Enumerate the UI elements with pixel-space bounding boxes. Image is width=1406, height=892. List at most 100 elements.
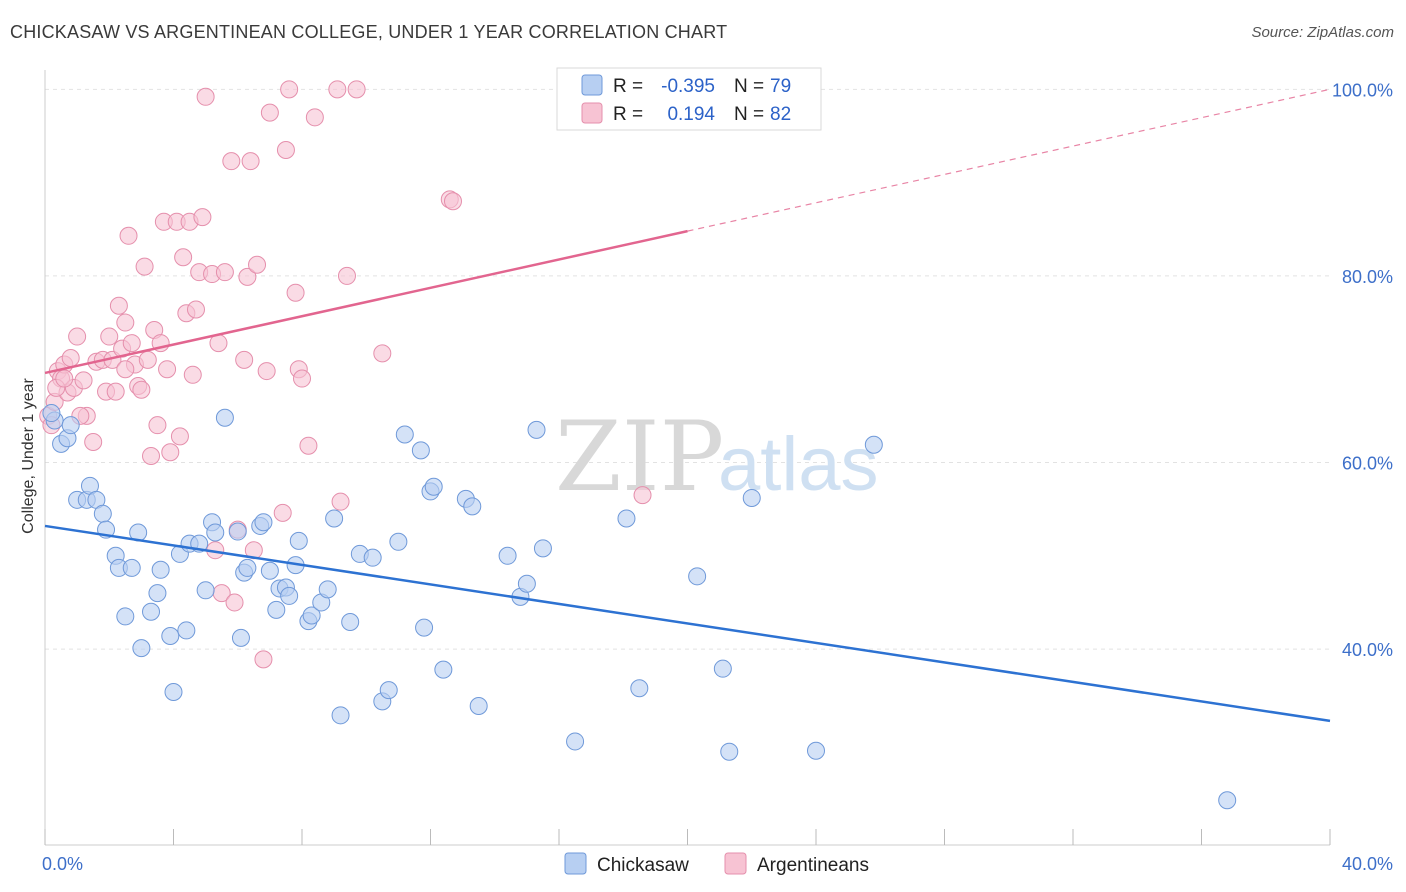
bottom-legend-label-argentineans: Argentineans [757, 855, 869, 876]
chickasaw-point [93, 504, 112, 523]
argentineans-points [39, 80, 652, 669]
argentineans-point [337, 266, 356, 285]
chickasaw-point [164, 683, 183, 701]
chickasaw-point [142, 602, 161, 621]
argentineans-point [276, 140, 295, 159]
chickasaw-point [280, 586, 299, 605]
argentineans-point [161, 443, 180, 462]
chickasaw-point [415, 618, 434, 637]
chickasaw-point [527, 420, 546, 439]
chickasaw-point [177, 621, 196, 640]
chickasaw-point [148, 584, 167, 603]
x-tick-label: 40.0% [1342, 854, 1393, 874]
argentineans-point [68, 327, 87, 346]
chickasaw-point [161, 627, 180, 646]
argentineans-point [119, 226, 138, 245]
argentineans-point [373, 344, 392, 363]
legend-r-label: R = [613, 104, 643, 125]
argentineans-point [248, 255, 267, 274]
argentineans-point [100, 327, 119, 346]
chickasaw-point [122, 558, 141, 577]
chickasaw-point [42, 404, 61, 423]
chickasaw-point [1218, 791, 1237, 810]
x-tick-labels: 0.0% 40.0% [42, 854, 1393, 874]
argentineans-point [257, 362, 276, 381]
argentineans-point [170, 427, 189, 446]
chickasaw-point [411, 441, 430, 460]
y-tick-labels: 40.0% 60.0% 80.0% 100.0% [1332, 80, 1393, 660]
correlation-legend: R = -0.395 N = 79 R = 0.194 N = 82 [556, 67, 822, 131]
source-credit: Source: ZipAtlas.com [1251, 24, 1394, 41]
chickasaw-point [363, 548, 382, 567]
argentineans-point [443, 192, 462, 211]
legend-n-label: N = [734, 104, 764, 125]
argentineans-point [61, 349, 80, 368]
chickasaw-point [341, 613, 360, 632]
argentineans-point [347, 80, 366, 99]
chickasaw-point [533, 539, 552, 558]
argentineans-point [254, 650, 273, 669]
chickasaw-point [720, 742, 739, 761]
legend-r-label: R = [613, 76, 643, 97]
chickasaw-point [688, 567, 707, 586]
argentineans-point [142, 446, 161, 465]
argentineans-point [633, 486, 652, 505]
argentineans-point [186, 300, 205, 319]
chickasaw-point [215, 408, 234, 427]
argentineans-point [331, 492, 350, 511]
argentineans-point [299, 436, 318, 455]
argentineans-point [74, 371, 93, 390]
chickasaw-point [566, 732, 585, 751]
argentineans-point [235, 350, 254, 369]
x-tick-label: 0.0% [42, 854, 83, 874]
argentineans-point [280, 80, 299, 99]
chickasaw-point [742, 488, 761, 507]
chickasaw-point [424, 477, 443, 496]
argentineans-point [84, 432, 103, 451]
chickasaw-point [807, 741, 825, 760]
argentineans-point [222, 152, 241, 171]
bottom-legend-label-chickasaw: Chickasaw [597, 855, 689, 876]
argentineans-point [55, 369, 74, 388]
chickasaw-point [289, 531, 308, 550]
y-tick-label: 80.0% [1342, 267, 1393, 287]
chickasaw-point [713, 659, 732, 678]
argentineans-point [193, 208, 212, 227]
chickasaw-point [331, 706, 350, 725]
bottom-legend-swatch-argentineans [724, 852, 747, 875]
argentineans-point [225, 593, 244, 612]
chart-title: CHICKASAW VS ARGENTINEAN COLLEGE, UNDER … [10, 22, 728, 42]
argentineans-point [215, 263, 234, 282]
axes [44, 70, 1331, 846]
watermark: ZIP atlas [555, 401, 879, 513]
legend-r-value-argentineans: 0.194 [667, 104, 715, 125]
trend-lines [44, 88, 1331, 723]
chickasaw-point [238, 558, 257, 577]
legend-n-label: N = [734, 76, 764, 97]
chickasaw-point [325, 509, 344, 528]
chickasaw-point [254, 513, 273, 532]
trend-line-argentineans [44, 229, 688, 375]
bottom-legend-swatch-chickasaw [564, 852, 587, 875]
argentineans-point [241, 152, 260, 171]
chickasaw-point [302, 606, 321, 625]
chickasaw-points [42, 404, 1237, 810]
chickasaw-point [617, 509, 636, 528]
argentineans-point [116, 360, 135, 379]
chickasaw-point [318, 580, 337, 599]
chickasaw-point [389, 532, 408, 551]
argentineans-point [273, 503, 292, 522]
argentineans-point [183, 365, 202, 384]
trend-line-chickasaw [44, 524, 1331, 723]
chickasaw-point [469, 696, 488, 715]
argentineans-point [148, 416, 167, 435]
legend-n-value-argentineans: 82 [770, 104, 791, 125]
chickasaw-point [434, 660, 453, 679]
argentineans-point [328, 80, 347, 99]
legend-r-value-chickasaw: -0.395 [661, 76, 715, 97]
y-tick-label: 60.0% [1342, 454, 1393, 474]
chickasaw-point [116, 607, 135, 626]
argentineans-point [293, 369, 311, 388]
chickasaw-point [864, 435, 883, 454]
chickasaw-point [463, 497, 482, 516]
